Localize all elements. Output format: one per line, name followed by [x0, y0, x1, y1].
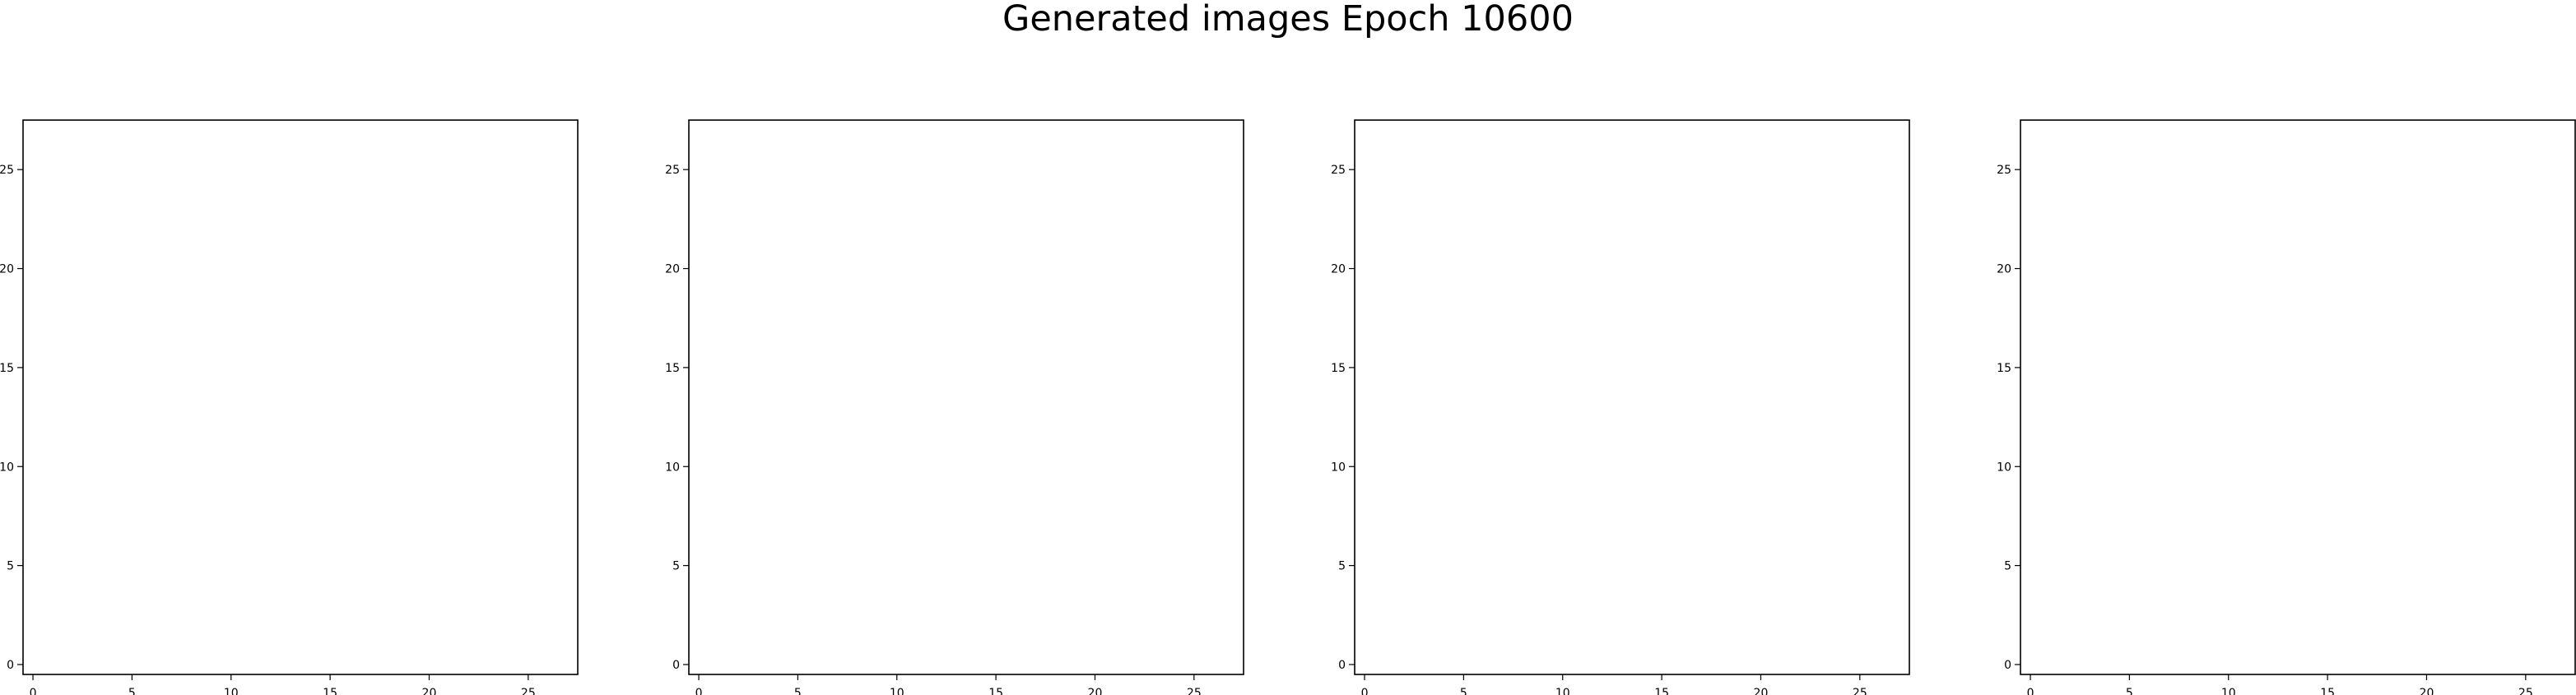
y-tick-label: 10 [0, 461, 14, 474]
x-tick-label: 20 [1088, 687, 1103, 695]
image-panel: 0 5 10 15 20 25 0 5 10 15 20 25 [1997, 119, 2576, 695]
y-tick-label: 25 [0, 164, 14, 177]
x-tick-label: 25 [1853, 687, 1867, 695]
y-tick-label: 20 [665, 263, 680, 276]
x-tick-label: 10 [1555, 687, 1570, 695]
x-tick-label: 5 [794, 687, 802, 695]
y-tick-label: 25 [1997, 164, 2011, 177]
y-tick-label: 20 [1997, 263, 2011, 276]
x-tick-label: 0 [30, 687, 37, 695]
y-tick-label: 15 [1331, 362, 1346, 375]
x-tick-label: 5 [2126, 687, 2133, 695]
x-tick-label: 15 [988, 687, 1003, 695]
x-tick-label: 20 [2420, 687, 2434, 695]
y-tick-label: 5 [2004, 560, 2011, 573]
x-tick-label: 5 [128, 687, 136, 695]
image-panel: 0 5 10 15 20 25 0 5 10 15 20 25 [665, 119, 1244, 695]
y-tick-label: 10 [1997, 461, 2011, 474]
y-tick-label: 5 [672, 560, 680, 573]
image-panel: 0 5 10 15 20 25 0 5 10 15 20 25 [0, 119, 579, 695]
y-tick-label: 15 [665, 362, 680, 375]
y-tick-label: 0 [7, 659, 14, 672]
plot-frame [1354, 119, 1910, 675]
x-tick-label: 0 [695, 687, 703, 695]
x-tick-label: 10 [890, 687, 904, 695]
x-tick-label: 0 [2027, 687, 2034, 695]
y-tick-label: 15 [1997, 362, 2011, 375]
y-tick-label: 5 [1338, 560, 1346, 573]
y-tick-label: 0 [2004, 659, 2011, 672]
plot-frame [2020, 119, 2576, 675]
y-tick-label: 0 [1338, 659, 1346, 672]
y-tick-label: 10 [1331, 461, 1346, 474]
y-tick-label: 15 [0, 362, 14, 375]
x-tick-label: 20 [1754, 687, 1769, 695]
x-tick-label: 5 [1460, 687, 1467, 695]
y-tick-label: 0 [672, 659, 680, 672]
x-tick-label: 15 [1654, 687, 1669, 695]
plot-frame [688, 119, 1244, 675]
x-tick-label: 10 [2221, 687, 2236, 695]
x-tick-label: 25 [521, 687, 536, 695]
y-tick-label: 25 [1331, 164, 1346, 177]
x-tick-label: 15 [2320, 687, 2335, 695]
figure-title: Generated images Epoch 10600 [1002, 0, 1574, 39]
x-tick-label: 25 [2518, 687, 2533, 695]
x-tick-label: 20 [422, 687, 437, 695]
plot-frame [22, 119, 579, 675]
x-tick-label: 0 [1361, 687, 1369, 695]
x-tick-label: 15 [323, 687, 337, 695]
y-tick-label: 25 [665, 164, 680, 177]
y-tick-label: 10 [665, 461, 680, 474]
x-tick-label: 25 [1187, 687, 1202, 695]
x-tick-label: 10 [224, 687, 239, 695]
image-panel: 0 5 10 15 20 25 0 5 10 15 20 25 [1331, 119, 1910, 695]
y-tick-label: 20 [1331, 263, 1346, 276]
y-tick-label: 5 [7, 560, 14, 573]
y-tick-label: 20 [0, 263, 14, 276]
